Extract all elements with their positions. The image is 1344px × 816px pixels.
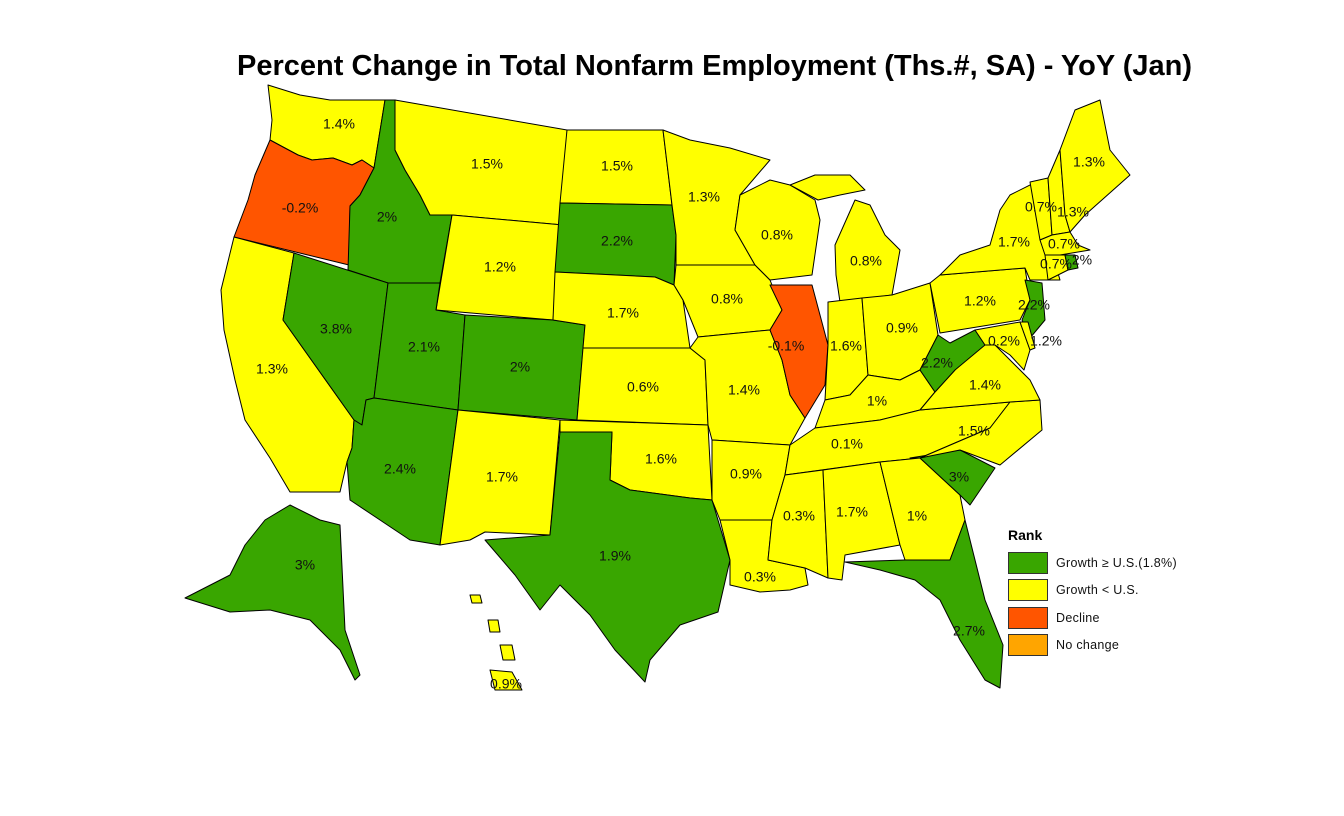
state-label-de: 1.2% (1030, 333, 1062, 349)
state-label-wy: 1.2% (484, 259, 516, 275)
state-label-fl: 2.7% (953, 623, 985, 639)
legend-item-growth-ge-us: Growth ≥ U.S.(1.8%) (1008, 549, 1177, 577)
state-label-sc: 3% (949, 469, 969, 485)
state-label-wi: 0.8% (761, 227, 793, 243)
state-me (1059, 99, 1131, 233)
state-label-ks: 0.6% (627, 379, 659, 395)
state-label-co: 2% (510, 359, 530, 375)
legend-item-decline: Decline (1008, 604, 1177, 632)
state-label-ca: 1.3% (256, 361, 288, 377)
legend-title: Rank (1008, 527, 1043, 543)
legend-label: Growth ≥ U.S.(1.8%) (1056, 555, 1177, 570)
state-label-or: -0.2% (282, 200, 319, 216)
legend-item-no-change: No change (1008, 632, 1177, 660)
legend-swatch (1008, 551, 1048, 574)
map-title: Percent Change in Total Nonfarm Employme… (237, 50, 1192, 82)
state-label-ut: 2.1% (408, 339, 440, 355)
state-label-hi: 0.9% (490, 676, 522, 692)
state-label-mo: 1.4% (728, 382, 760, 398)
state-label-ky: 1% (867, 393, 887, 409)
state-label-va: 1.4% (969, 377, 1001, 393)
state-label-sd: 2.2% (601, 233, 633, 249)
state-label-tn: 0.1% (831, 436, 863, 452)
legend-item-growth-lt-us: Growth < U.S. (1008, 577, 1177, 605)
state-fl (844, 519, 1004, 689)
legend-label: No change (1056, 638, 1120, 653)
legend-label: Growth < U.S. (1056, 583, 1139, 598)
legend-swatch (1008, 634, 1048, 657)
state-label-ia: 0.8% (711, 291, 743, 307)
state-wi (734, 179, 821, 281)
state-label-vt: 0.7% (1025, 199, 1057, 215)
legend-label: Decline (1056, 610, 1100, 625)
state-label-in: 1.6% (830, 338, 862, 354)
state-label-il: -0.1% (768, 338, 805, 354)
state-label-az: 2.4% (384, 461, 416, 477)
state-label-ar: 0.9% (730, 466, 762, 482)
state-il (769, 284, 829, 419)
state-label-la: 0.3% (744, 569, 776, 585)
state-label-wa: 1.4% (323, 116, 355, 132)
state-mi (789, 174, 901, 303)
state-label-ma: 0.7% (1048, 236, 1080, 252)
state-label-al: 1.7% (836, 504, 868, 520)
state-label-ms: 0.3% (783, 508, 815, 524)
state-ak (184, 504, 361, 681)
state-label-ok: 1.6% (645, 451, 677, 467)
state-label-nv: 3.8% (320, 321, 352, 337)
state-label-nh: 1.3% (1057, 204, 1089, 220)
state-label-md: 0.2% (988, 333, 1020, 349)
state-tx (484, 431, 731, 683)
state-label-tx: 1.9% (599, 548, 631, 564)
state-label-ak: 3% (295, 557, 315, 573)
state-label-nj: 2.2% (1018, 297, 1050, 313)
legend: Rank Growth ≥ U.S.(1.8%) Growth < U.S. Dec… (1008, 527, 1177, 659)
legend-swatch (1008, 579, 1048, 602)
state-label-pa: 1.2% (964, 293, 996, 309)
state-label-wv: 2.2% (921, 355, 953, 371)
state-ri (1064, 254, 1079, 271)
state-label-ct: 0.7% (1040, 256, 1072, 272)
state-label-ny: 1.7% (998, 234, 1030, 250)
state-label-me: 1.3% (1073, 154, 1105, 170)
state-label-mn: 1.3% (688, 189, 720, 205)
state-label-nc: 1.5% (958, 423, 990, 439)
state-label-ne: 1.7% (607, 305, 639, 321)
state-label-id: 2% (377, 209, 397, 225)
state-hi (469, 594, 523, 691)
state-label-ga: 1% (907, 508, 927, 524)
state-label-nm: 1.7% (486, 469, 518, 485)
legend-swatch (1008, 606, 1048, 629)
state-de (1019, 321, 1036, 351)
state-label-mt: 1.5% (471, 156, 503, 172)
state-label-ri: 2% (1072, 252, 1092, 268)
state-label-nd: 1.5% (601, 158, 633, 174)
state-label-oh: 0.9% (886, 320, 918, 336)
state-label-mi: 0.8% (850, 253, 882, 269)
state-nc (919, 399, 1043, 466)
